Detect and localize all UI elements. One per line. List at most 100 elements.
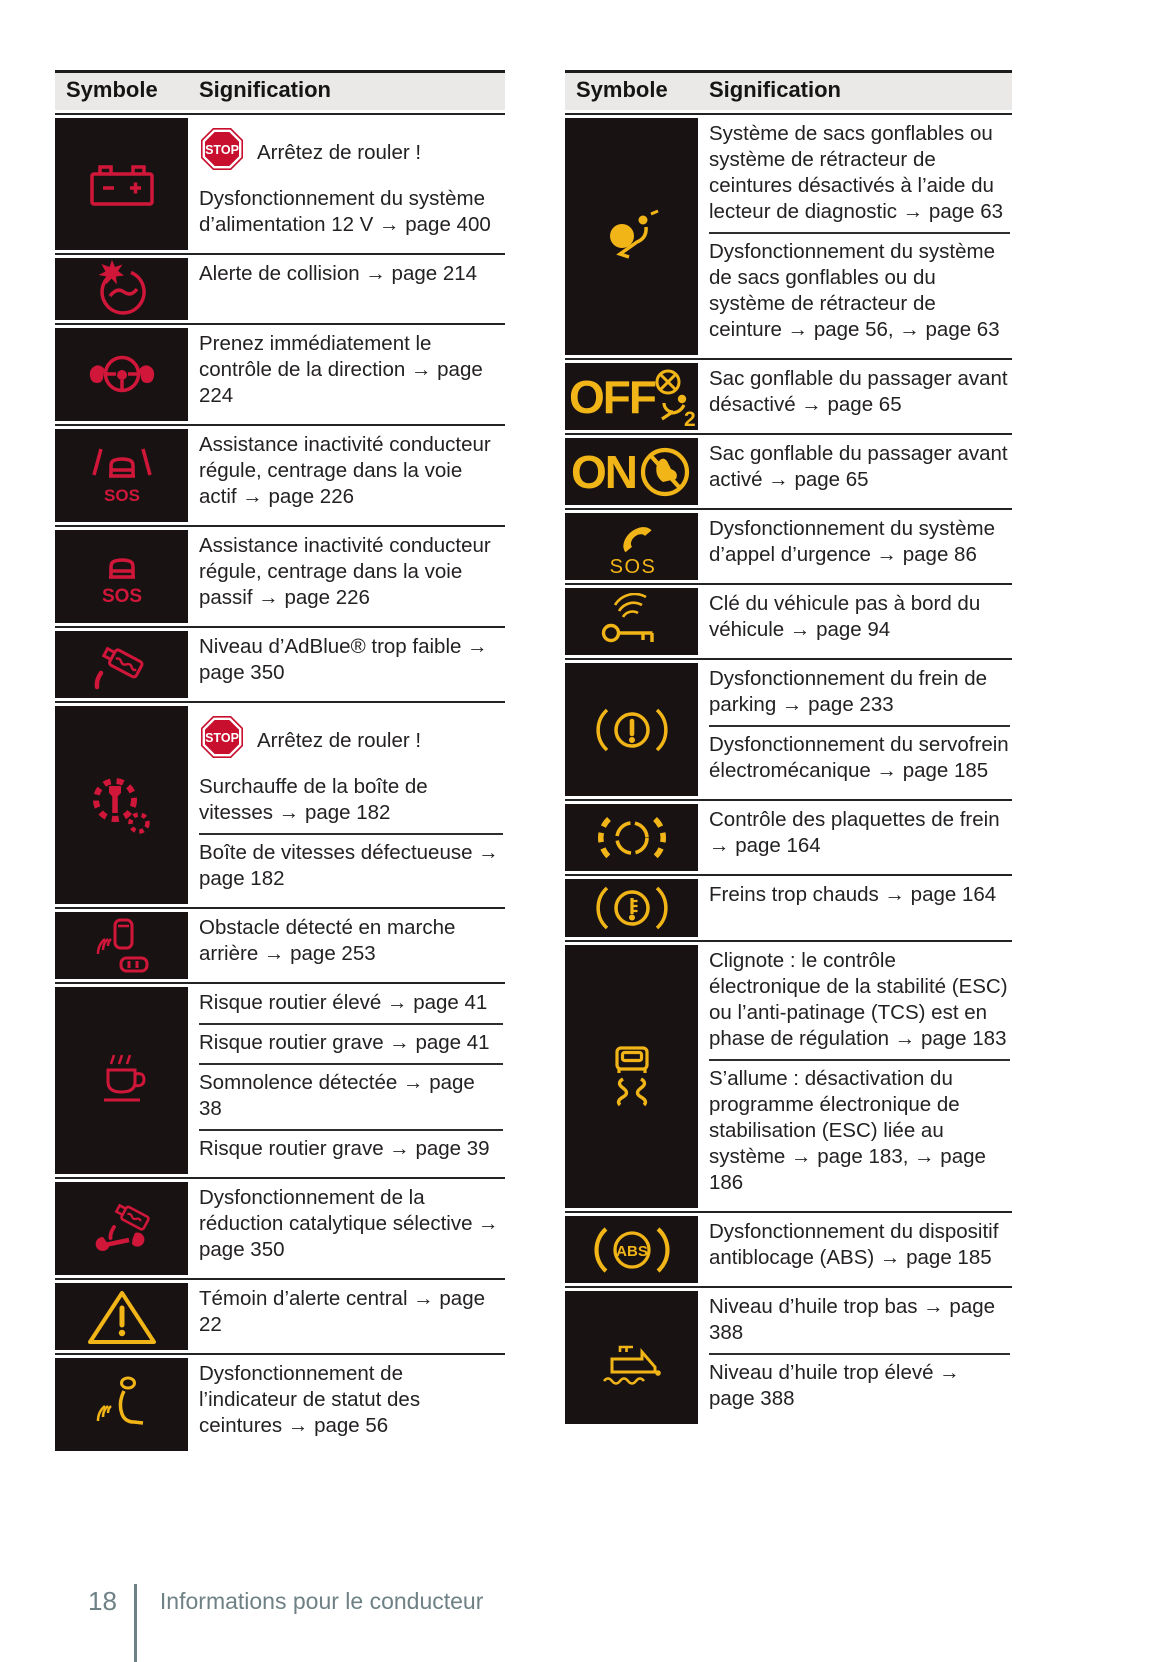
stop-warning-line: STOP Arrêtez de rouler ! xyxy=(199,126,503,179)
svg-text:SOS: SOS xyxy=(104,486,140,505)
table-row: Niveau d’huile trop bas → page 388 Niveau… xyxy=(565,1286,1012,1424)
signification-text: Niveau d’huile trop élevé → page 388 xyxy=(709,1361,960,1410)
symbole-header-label: Symbole xyxy=(66,77,158,102)
signification-cell: Système de sacs gonflables ou système de… xyxy=(698,118,1012,355)
signification-entry: Contrôle des plaquettes de frein → page … xyxy=(709,805,1010,866)
signification-text: Prenez immédiatement le contrôle de la d… xyxy=(199,332,483,407)
symbol-cell xyxy=(55,328,188,421)
table-rows: Système de sacs gonflables ou système de… xyxy=(565,113,1012,1424)
signification-entry: Dysfonctionnement du servofrein électrom… xyxy=(709,725,1010,791)
table-row: SOS Dysfonctionnement du système d’appel … xyxy=(565,508,1012,580)
signification-text: Dysfonctionnement du servofrein électrom… xyxy=(709,733,1009,782)
lane-centering-passive-icon: SOS xyxy=(84,544,160,610)
signification-cell: Niveau d’AdBlue® trop faible → page 350 xyxy=(188,631,505,698)
signification-entry: Témoin d’alerte central → page 22 xyxy=(199,1284,503,1345)
symbol-cell: OFF 2 xyxy=(565,363,698,430)
table-row: OFF 2 Sac gonflable du passager avant désa… xyxy=(565,358,1012,430)
signification-cell: Niveau d’huile trop bas → page 388 Niveau… xyxy=(698,1291,1012,1424)
signification-text: Niveau d’huile trop bas → page 388 xyxy=(709,1295,996,1344)
signification-text: Niveau d’AdBlue® trop faible → page 350 xyxy=(199,635,488,684)
signification-entry: Dysfonctionnement du frein de parking → … xyxy=(709,664,1010,725)
signification-cell: Contrôle des plaquettes de frein → page … xyxy=(698,804,1012,871)
table-row: Dysfonctionnement du frein de parking → … xyxy=(565,658,1012,796)
signification-text: Témoin d’alerte central → page 22 xyxy=(199,1287,486,1336)
signification-entry: Risque routier grave → page 41 xyxy=(199,1023,503,1063)
signification-text: Risque routier élevé → page 41 xyxy=(199,991,488,1014)
signification-entry: Freins trop chauds → page 164 xyxy=(709,880,1010,915)
signification-text: Dysfonctionnement du dispositif antibloc… xyxy=(709,1220,999,1269)
symbol-cell xyxy=(55,1283,188,1350)
table-row: Clignote : le contrôle électronique de l… xyxy=(565,940,1012,1208)
symbol-cell xyxy=(565,804,698,871)
signification-cell: Dysfonctionnement du frein de parking → … xyxy=(698,663,1012,796)
gearbox-wrench-icon xyxy=(82,773,162,837)
table-header: Symbole Signification xyxy=(55,70,505,110)
symbol-cell xyxy=(565,118,698,355)
table-row: ABS Dysfonctionnement du dispositif antib… xyxy=(565,1211,1012,1283)
signification-entry: Dysfonctionnement de l’indicateur de sta… xyxy=(199,1359,503,1446)
signification-text: Dysfonctionnement du système d’appel d’u… xyxy=(709,517,995,566)
signification-entry: Niveau d’huile trop bas → page 388 xyxy=(709,1292,1010,1353)
signification-text: Contrôle des plaquettes de frein → page … xyxy=(709,808,1000,857)
stop-warning-line: STOP Arrêtez de rouler ! xyxy=(199,714,503,767)
signification-text: Clé du véhicule pas à bord du véhicule →… xyxy=(709,592,981,641)
signification-text: Clignote : le contrôle électronique de l… xyxy=(709,949,1008,1050)
table-row: SOS Assistance inactivité conducteur régu… xyxy=(55,525,505,623)
signification-text: Somnolence détectée → page 38 xyxy=(199,1071,475,1120)
svg-text:SOS: SOS xyxy=(101,586,141,607)
warning-triangle-icon xyxy=(84,1286,160,1348)
oil-level-icon xyxy=(590,1329,674,1387)
stop-label: Arrêtez de rouler ! xyxy=(257,140,422,164)
table-row: STOP Arrêtez de rouler ! Dysfonctionnement… xyxy=(55,113,505,250)
signification-entry: Risque routier grave → page 39 xyxy=(199,1129,503,1169)
table-row: SOS Assistance inactivité conducteur régu… xyxy=(55,424,505,522)
signification-entry: STOP Arrêtez de rouler ! Surchauffe de la … xyxy=(199,707,503,833)
signification-text: Dysfonctionnement du frein de parking → … xyxy=(709,667,988,716)
key-not-onboard-icon xyxy=(594,592,670,651)
signification-header-label: Signification xyxy=(199,77,331,102)
signification-header-label: Signification xyxy=(709,77,841,102)
table-row: Dysfonctionnement de l’indicateur de sta… xyxy=(55,1353,505,1451)
signification-text: Système de sacs gonflables ou système de… xyxy=(709,122,1004,223)
signification-entry: Sac gonflable du passager avant désactiv… xyxy=(709,364,1010,425)
signification-cell: STOP Arrêtez de rouler ! Dysfonctionnement… xyxy=(188,118,505,250)
seatbelt-status-icon xyxy=(86,1373,158,1437)
symbol-cell xyxy=(55,912,188,979)
svg-text:OFF: OFF xyxy=(569,371,656,423)
table-row: Témoin d’alerte central → page 22 xyxy=(55,1278,505,1350)
signification-cell: Dysfonctionnement du système d’appel d’u… xyxy=(698,513,1012,580)
footer-divider xyxy=(133,1584,137,1662)
svg-text:ABS: ABS xyxy=(616,1243,648,1260)
signification-cell: Témoin d’alerte central → page 22 xyxy=(188,1283,505,1350)
symbol-cell xyxy=(55,1182,188,1275)
symbol-cell xyxy=(55,258,188,320)
table-row: Niveau d’AdBlue® trop faible → page 350 xyxy=(55,626,505,698)
symbol-cell: SOS xyxy=(55,530,188,623)
symbol-cell: SOS xyxy=(55,429,188,522)
signification-cell: Alerte de collision → page 214 xyxy=(188,258,505,320)
symbol-cell xyxy=(565,879,698,937)
airbag-on-icon: ON xyxy=(569,443,695,501)
signification-text: Surchauffe de la boîte de vitesses → pag… xyxy=(199,775,428,824)
signification-entry: Assistance inactivité conducteur régule,… xyxy=(199,430,503,517)
signification-cell: Risque routier élevé → page 41 Risque rou… xyxy=(188,987,505,1174)
table-rows: STOP Arrêtez de rouler ! Dysfonctionnement… xyxy=(55,113,505,1451)
signification-text: Sac gonflable du passager avant activé →… xyxy=(709,442,1008,491)
signification-entry: Dysfonctionnement du système de sacs gon… xyxy=(709,232,1010,350)
signification-cell: Dysfonctionnement de la réduction cataly… xyxy=(188,1182,505,1275)
symbol-cell xyxy=(565,663,698,796)
airbag-icon xyxy=(596,206,668,268)
signification-cell: Assistance inactivité conducteur régule,… xyxy=(188,429,505,522)
stop-badge-icon: STOP xyxy=(199,126,245,179)
signification-text: Risque routier grave → page 39 xyxy=(199,1137,490,1160)
symbol-cell xyxy=(55,987,188,1174)
signification-cell: Sac gonflable du passager avant désactiv… xyxy=(698,363,1012,430)
signification-cell: Freins trop chauds → page 164 xyxy=(698,879,1012,937)
table-header: Symbole Signification xyxy=(565,70,1012,110)
steering-wheel-hands-icon xyxy=(82,347,162,403)
signification-text: Alerte de collision → page 214 xyxy=(199,262,478,285)
esc-icon xyxy=(596,1044,668,1110)
signification-entry: Dysfonctionnement du système d’appel d’u… xyxy=(709,514,1010,575)
signification-cell: Dysfonctionnement de l’indicateur de sta… xyxy=(188,1358,505,1451)
signification-entry: Clignote : le contrôle électronique de l… xyxy=(709,946,1010,1059)
